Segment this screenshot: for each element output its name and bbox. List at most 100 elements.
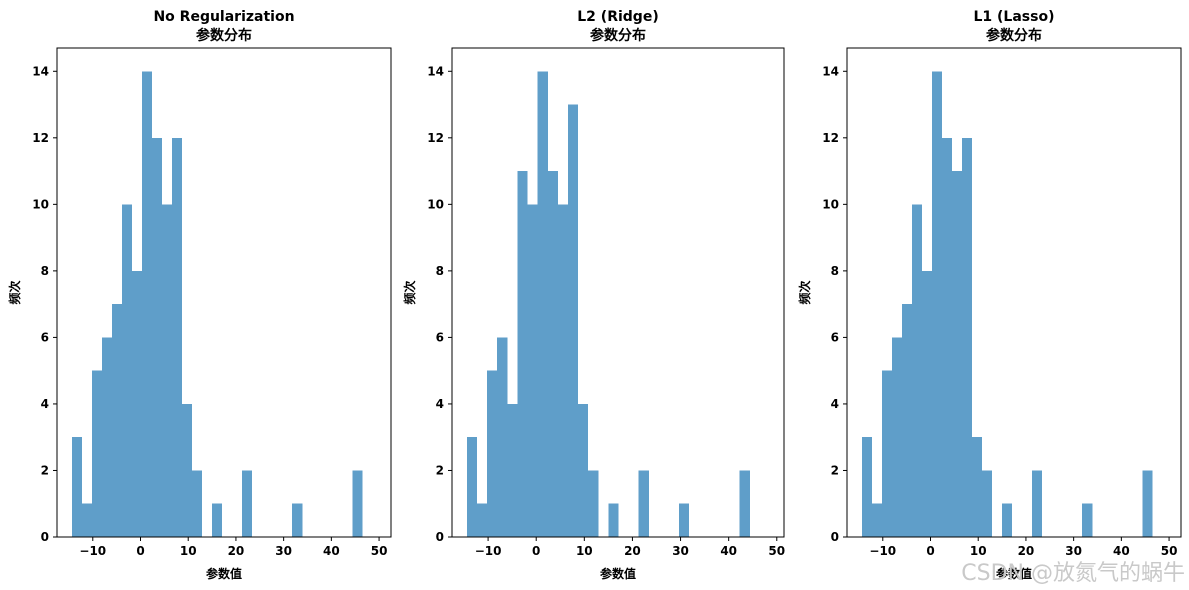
histogram-bar (588, 470, 599, 537)
histogram-bar (91, 370, 102, 537)
histogram-bar (497, 337, 508, 537)
x-tick-label: 20 (228, 544, 245, 558)
plot-frame (56, 47, 392, 538)
y-tick-label: 8 (41, 264, 49, 278)
histogram-bar (182, 403, 193, 537)
y-tick-label: 2 (831, 463, 839, 477)
y-tick-label: 12 (32, 131, 49, 145)
histogram-bar (141, 71, 152, 538)
histogram-bar (242, 470, 253, 537)
histogram-bar (1142, 470, 1153, 537)
histogram-bar (1002, 503, 1013, 537)
histogram-bar (81, 503, 92, 537)
histogram-bar (982, 470, 993, 537)
histogram-bar (171, 137, 183, 537)
chart-panel-2: −10 0 10 20 30 40 50 0 2 4 6 8 10 12 14 L2 (Ridge) 参数分布参… (402, 9, 785, 581)
histogram-bar (352, 470, 363, 537)
histogram-bar (679, 503, 690, 537)
y-tick-label: 4 (41, 397, 49, 411)
histogram-bar (71, 437, 82, 537)
chart-title: No Regularization (153, 9, 294, 25)
histogram-bar (161, 204, 172, 538)
y-tick-label: 8 (436, 264, 444, 278)
histogram-bar (111, 304, 122, 537)
y-tick-label: 8 (831, 264, 839, 278)
histogram-bar (212, 503, 223, 537)
x-axis-label: 参数值 (996, 566, 1032, 581)
histogram-bar (901, 304, 912, 537)
x-tick-label: 0 (926, 544, 934, 558)
y-tick-label: 2 (41, 463, 49, 477)
y-tick-label: 2 (436, 463, 444, 477)
histogram-bar (487, 370, 498, 537)
histogram-bar (466, 437, 478, 537)
histogram-bar (292, 503, 303, 537)
y-axis-label: 频次 (7, 280, 22, 304)
histogram-bar (151, 137, 162, 537)
histogram-bar (507, 403, 518, 537)
y-tick-label: 0 (436, 530, 444, 544)
histogram-bar (517, 171, 528, 537)
x-tick-label: 20 (624, 544, 641, 558)
x-tick-label: 30 (275, 544, 292, 558)
y-tick-label: 12 (427, 131, 444, 145)
histogram-bar (739, 470, 750, 537)
histogram-bar (1032, 470, 1043, 537)
x-tick-label: 10 (970, 544, 987, 558)
histogram-bar (961, 137, 973, 537)
y-tick-label: 4 (831, 397, 839, 411)
x-tick-label: −10 (869, 544, 896, 558)
x-tick-label: 20 (1018, 544, 1035, 558)
y-tick-label: 10 (822, 197, 839, 211)
y-tick-label: 10 (32, 197, 49, 211)
histogram-bar (921, 270, 932, 537)
x-tick-label: 40 (720, 544, 737, 558)
y-tick-label: 0 (831, 530, 839, 544)
x-tick-label: 10 (180, 544, 197, 558)
x-tick-label: 30 (672, 544, 689, 558)
histogram-bar (951, 171, 962, 537)
y-tick-label: 14 (32, 64, 49, 78)
x-tick-label: −10 (79, 544, 106, 558)
histogram-bar (477, 503, 488, 537)
x-tick-label: −10 (475, 544, 502, 558)
histogram-bar (547, 171, 558, 537)
y-tick-label: 14 (822, 64, 839, 78)
x-tick-label: 40 (323, 544, 340, 558)
y-tick-label: 10 (427, 197, 444, 211)
histogram-bar (861, 437, 872, 537)
y-tick-label: 4 (436, 397, 444, 411)
chart-title: L2 (Ridge) (577, 9, 658, 25)
y-axis-label: 频次 (402, 280, 417, 304)
watermark-text: CSDN @放氮气的蜗牛 (961, 561, 1185, 586)
histogram-bar (891, 337, 902, 537)
x-tick-label: 50 (768, 544, 785, 558)
plot-frame (451, 47, 785, 538)
histogram-bar (881, 370, 892, 537)
x-tick-label: 0 (532, 544, 540, 558)
histogram-bar (537, 71, 548, 538)
chart-subtitle: 参数分布 (986, 27, 1042, 44)
histogram-bar (931, 71, 942, 538)
chart-title: L1 (Lasso) (974, 9, 1055, 25)
histogram-bar (871, 503, 882, 537)
histogram-bar (527, 204, 538, 538)
x-tick-label: 10 (576, 544, 593, 558)
x-tick-label: 30 (1065, 544, 1082, 558)
histogram-bar (941, 137, 952, 537)
x-axis-label: 参数值 (600, 566, 636, 581)
x-tick-label: 50 (371, 544, 388, 558)
chart-panel-3: −10 0 10 20 30 40 50 0 2 4 6 8 10 12 14 L1 (Lasso) 参数分布参… (797, 9, 1182, 581)
histogram-bar (121, 204, 132, 538)
plot-frame (846, 47, 1182, 538)
histogram-bar (192, 470, 203, 537)
histogram-bar (1082, 503, 1093, 537)
y-tick-label: 6 (831, 330, 839, 344)
histogram-bar (972, 437, 983, 537)
histogram-bar (101, 337, 112, 537)
chart-panel-1: −10 0 10 20 30 40 50 0 2 4 6 8 10 12 14 No Regularizati… (7, 9, 392, 581)
y-tick-label: 6 (41, 330, 49, 344)
histogram-bar (567, 104, 579, 537)
histogram-bar (131, 270, 142, 537)
